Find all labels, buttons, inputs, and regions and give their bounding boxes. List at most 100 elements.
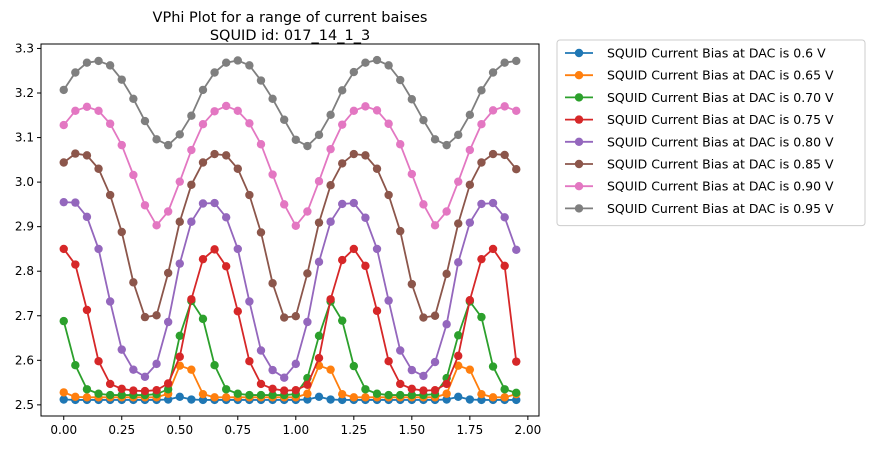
legend-item: SQUID Current Bias at DAC is 0.75 V (565, 112, 834, 127)
series-line-6 (63, 104, 517, 228)
data-point (361, 393, 370, 402)
data-point (338, 159, 347, 168)
x-tick-label: 0.75 (224, 423, 251, 437)
data-point (210, 149, 219, 159)
data-point (117, 140, 126, 150)
data-point (326, 110, 335, 120)
data-point (59, 244, 68, 254)
data-point (187, 365, 196, 374)
data-point (233, 164, 242, 173)
data-point (372, 55, 382, 65)
data-point (163, 140, 173, 150)
data-point (477, 312, 486, 322)
data-point (245, 390, 254, 400)
data-point (291, 221, 300, 230)
data-point (152, 359, 161, 369)
data-point (442, 269, 451, 279)
data-point (454, 177, 463, 186)
data-point (314, 353, 324, 363)
y-axis: 2.5 2.6 2.7 2.8 2.9 3.0 3.1 3.2 3.3 (15, 41, 41, 412)
data-point (129, 94, 138, 104)
data-point (349, 149, 359, 159)
data-point (419, 115, 428, 125)
data-point (175, 217, 184, 226)
data-point (384, 357, 393, 366)
data-point (187, 145, 196, 155)
data-point (210, 245, 219, 254)
plot-area (59, 55, 521, 405)
data-point (500, 385, 509, 394)
data-point (465, 295, 475, 305)
x-tick-label: 1.75 (456, 423, 483, 437)
legend-item: SQUID Current Bias at DAC is 0.6 V (565, 46, 826, 61)
data-point (349, 244, 359, 254)
data-point (117, 345, 126, 354)
data-point (268, 94, 277, 104)
data-point (303, 395, 312, 404)
data-point (163, 207, 173, 216)
data-point (442, 389, 451, 398)
data-point (465, 395, 475, 404)
data-point (477, 199, 486, 209)
data-point (361, 385, 370, 394)
data-point (245, 357, 254, 366)
x-tick-label: 2.00 (515, 423, 542, 437)
data-point (187, 295, 196, 304)
data-point (465, 218, 475, 227)
data-point (163, 379, 173, 388)
data-point (326, 295, 335, 304)
legend-label: SQUID Current Bias at DAC is 0.95 V (607, 201, 834, 216)
legend-label: SQUID Current Bias at DAC is 0.85 V (607, 157, 834, 172)
data-point (407, 384, 417, 394)
data-point (94, 106, 103, 116)
data-point (163, 268, 173, 278)
data-point (210, 68, 219, 77)
data-point (430, 385, 440, 395)
data-point (384, 296, 393, 305)
data-point (454, 361, 463, 370)
data-point (303, 317, 312, 327)
data-point (117, 75, 126, 84)
data-point (303, 389, 312, 398)
data-point (221, 213, 231, 222)
data-point (326, 365, 335, 374)
data-point (210, 361, 219, 370)
data-point (82, 212, 92, 222)
y-tick-label: 2.9 (15, 220, 34, 234)
data-point (82, 305, 92, 315)
data-point (152, 311, 161, 320)
chart-subtitle: SQUID id: 017_14_1_3 (210, 28, 370, 44)
y-tick-label: 3.0 (15, 175, 34, 189)
data-point (233, 307, 242, 316)
legend-marker (574, 159, 584, 169)
data-point (338, 199, 347, 209)
data-point (82, 385, 92, 394)
data-point (349, 393, 359, 402)
data-point (349, 106, 359, 116)
series-7 (59, 55, 521, 151)
data-point (105, 390, 115, 400)
data-point (291, 135, 300, 144)
data-point (291, 385, 300, 395)
data-point (221, 101, 231, 111)
legend-marker (574, 182, 584, 191)
data-point (442, 320, 451, 329)
data-point (349, 198, 359, 208)
data-point (349, 361, 359, 371)
data-point (245, 297, 254, 306)
y-tick-label: 2.8 (15, 264, 34, 278)
data-point (396, 75, 405, 85)
data-point (59, 197, 68, 207)
data-point (221, 58, 231, 67)
data-point (117, 390, 126, 400)
data-point (198, 85, 208, 95)
data-point (338, 389, 347, 399)
data-point (512, 357, 521, 366)
data-point (71, 106, 80, 116)
data-point (59, 316, 68, 326)
data-point (152, 221, 161, 230)
data-point (140, 116, 150, 126)
data-point (500, 261, 509, 271)
data-point (233, 244, 242, 254)
